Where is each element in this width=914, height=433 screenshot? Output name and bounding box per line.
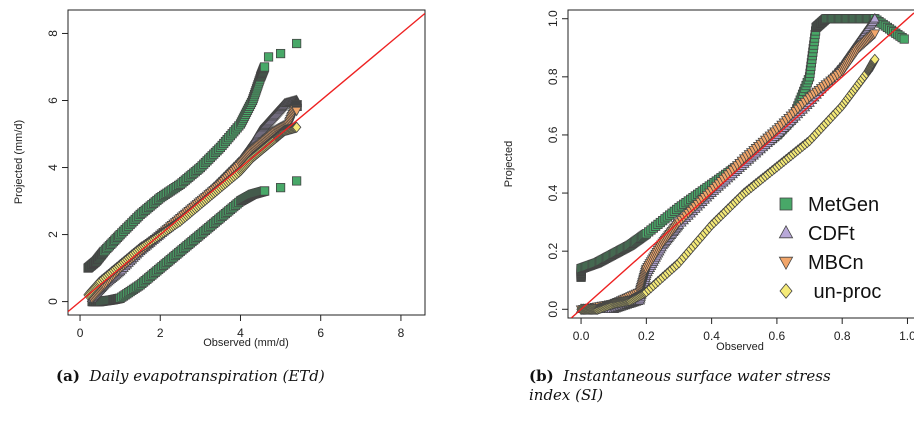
panel-b-x-tick-label: 0.8 <box>834 329 851 343</box>
panel-b-x-axis-label: Observed <box>716 341 764 353</box>
panel-b-x-tick-label: 0.2 <box>638 329 655 343</box>
series-mbcn <box>86 100 302 305</box>
panel-a-x-axis-label: Observed (mm/d) <box>203 337 289 349</box>
panel-a-x-tick-label: 6 <box>317 326 324 340</box>
panel-a-y-tick-label: 0 <box>46 298 60 305</box>
panel-b-x-tick-label: 1.0 <box>899 329 914 343</box>
caption-b-text-line2: index (SI) <box>529 386 604 404</box>
panel-b-legend: MetGen CDFt MBCn un-proc <box>778 194 881 303</box>
panel-b-y-tick-label: 0.0 <box>546 301 560 318</box>
point-metgen-tail <box>263 52 274 62</box>
panel-a-y-tick-label: 2 <box>46 231 60 238</box>
panel-a: 0 2 4 6 8 0 2 4 6 8 Observed (mm/d) Projected (mm/d… <box>13 9 426 349</box>
legend-marker-metgen <box>779 197 793 211</box>
panel-b-y-tick-label: 0.6 <box>546 126 560 143</box>
legend-label-cdft: CDFt <box>808 223 855 245</box>
caption-a: (a) Daily evapotranspiration (ETd) <box>56 367 325 385</box>
panel-a-identity-line <box>68 12 425 313</box>
point-metgen-tail <box>292 176 302 186</box>
caption-b-text-line1: Instantaneous surface water stress <box>563 367 831 385</box>
legend-marker-mbcn <box>778 256 794 271</box>
panel-a-y-tick-label: 4 <box>46 164 60 171</box>
panel-a-y-axis-label: Projected (mm/d) <box>13 120 25 204</box>
panel-b-data-layer <box>570 12 914 318</box>
caption-a-tag: (a) <box>56 367 80 385</box>
point-metgen-tail <box>292 38 302 49</box>
panel-b-x-tick-label: 0.4 <box>703 329 720 343</box>
panel-a-x-tick-label: 4 <box>237 326 244 340</box>
legend-marker-cdft <box>778 224 794 239</box>
panel-a-data-layer <box>68 12 425 313</box>
panel-a-y-tick-label: 8 <box>46 30 60 37</box>
series-un-proc <box>576 53 880 315</box>
point-metgen-tail <box>275 48 286 59</box>
panel-a-y-tick-label: 6 <box>46 97 60 104</box>
point-metgen-tail <box>259 186 270 196</box>
legend-label-mbcn: MBCn <box>808 252 864 274</box>
point-un-proc <box>870 53 880 66</box>
panel-b-y-axis-label: Projected <box>503 141 515 187</box>
series-metgen <box>576 14 909 282</box>
point-mbcn <box>291 106 302 117</box>
point-metgen <box>899 34 909 44</box>
caption-b: (b) Instantaneous surface water stress i… <box>529 367 831 405</box>
point-un-proc <box>291 121 302 133</box>
panel-b-x-tick-label: 0.0 <box>573 329 590 343</box>
point-cdft <box>869 12 881 23</box>
panel-b-y-tick-label: 0.2 <box>546 243 560 260</box>
legend-label-metgen: MetGen <box>808 194 879 216</box>
panel-a-x-tick-label: 2 <box>157 326 164 340</box>
panel-b-y-tick-label: 1.0 <box>546 10 560 27</box>
panel-b-x-tick-label: 0.6 <box>769 329 786 343</box>
legend-marker-un-proc <box>779 283 793 299</box>
panel-b-identity-line <box>570 12 914 318</box>
panel-b-y-tick-label: 0.4 <box>546 184 560 201</box>
point-metgen-tail <box>275 183 286 193</box>
series-metgen <box>83 38 302 307</box>
point-mbcn <box>869 29 881 40</box>
panel-a-x-tick-label: 8 <box>398 326 405 340</box>
panel-a-frame <box>67 9 426 316</box>
panel-a-x-tick-label: 0 <box>77 326 84 340</box>
panel-b-y-tick-label: 0.8 <box>546 68 560 85</box>
caption-b-tag: (b) <box>529 367 554 385</box>
point-metgen-upper <box>259 62 270 72</box>
caption-a-text: Daily evapotranspiration (ETd) <box>89 367 325 385</box>
legend-label-un-proc: un-proc <box>808 281 881 303</box>
panel-b: 0.0 0.2 0.4 0.6 0.8 1.0 0.0 0.2 0.4 0.6 0.8 1.0 Obse… <box>503 9 914 353</box>
panel-b-frame <box>567 9 914 319</box>
